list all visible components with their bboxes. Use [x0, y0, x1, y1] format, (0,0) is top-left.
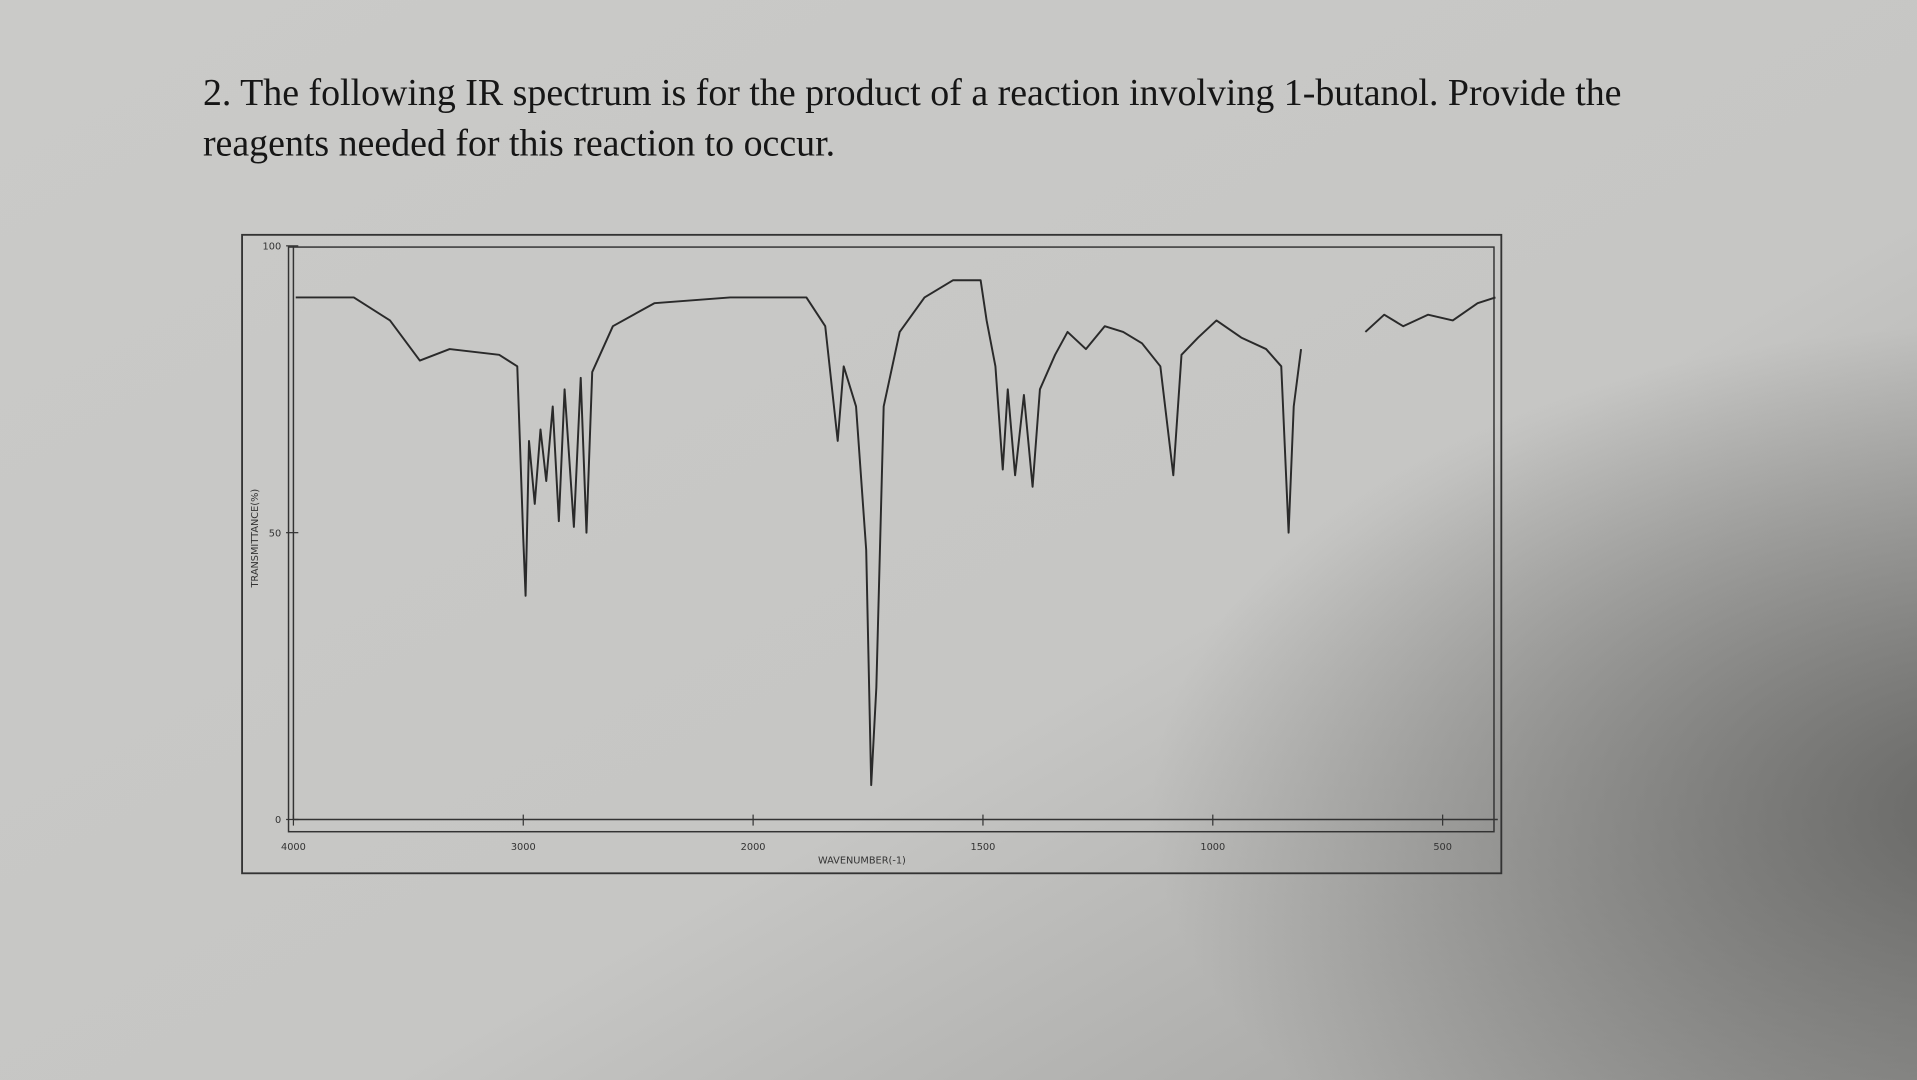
- chart-frame: [241, 233, 1503, 875]
- x-tick-label: 4000: [281, 842, 306, 853]
- y-tick-label: 100: [263, 242, 282, 253]
- x-tick-label: 1500: [971, 842, 996, 853]
- x-axis-label: WAVENUMBER(-1): [818, 856, 906, 867]
- question-line: 2. The following IR spectrum is for the …: [203, 72, 1622, 114]
- y-tick-label: 50: [269, 528, 281, 539]
- x-tick-label: 3000: [511, 842, 536, 853]
- y-axis-label: TRANSMITTANCE(%): [250, 489, 261, 589]
- x-tick-label: 2000: [741, 842, 766, 853]
- spectrum-line: [295, 279, 1496, 787]
- x-tick-label: 500: [1433, 842, 1452, 853]
- y-tick-label: 0: [275, 815, 281, 826]
- question-line: reagents needed for this reaction to occ…: [203, 122, 835, 164]
- x-tick-label: 1000: [1200, 842, 1225, 853]
- plot-frame: [287, 246, 1495, 833]
